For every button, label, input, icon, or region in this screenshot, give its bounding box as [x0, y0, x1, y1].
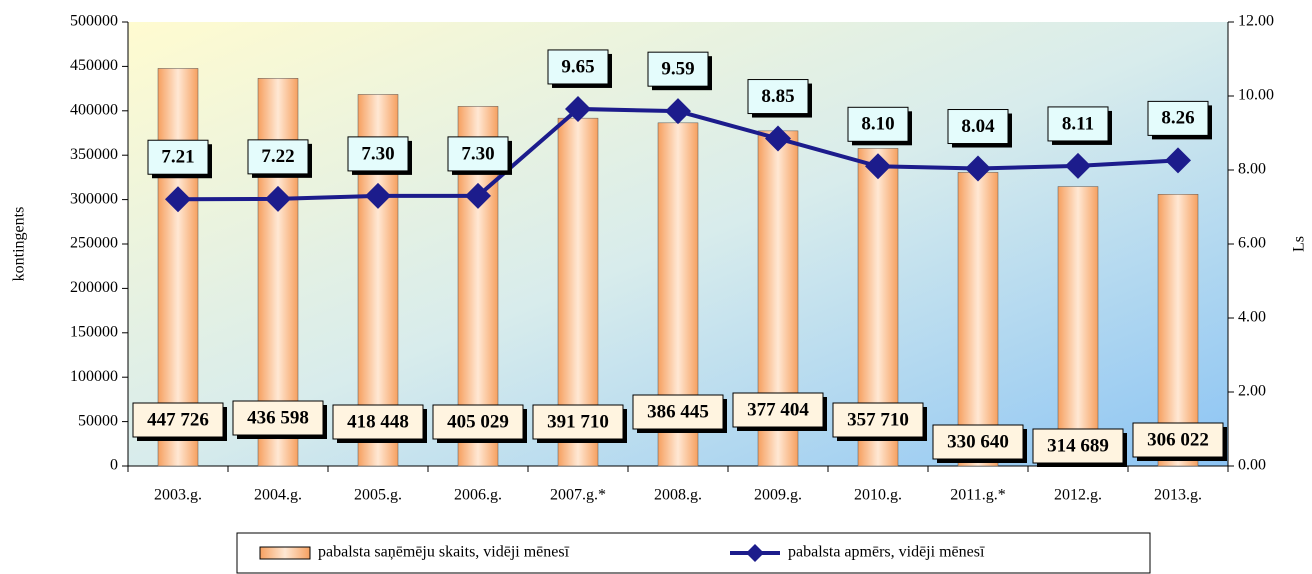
line-marker	[1165, 147, 1191, 174]
x-tick-label: 2007.g.*	[550, 487, 606, 504]
y-tick-label: 200000	[70, 279, 118, 296]
bar-value-label: 391 710	[547, 411, 609, 432]
line-value-label: 9.65	[561, 56, 594, 77]
bar-label-box	[332, 404, 424, 440]
line-marker	[765, 125, 791, 152]
y-tick-label: 150000	[70, 323, 118, 340]
bar-label-box	[632, 394, 724, 430]
x-tick-label: 2011.g.*	[950, 487, 1005, 504]
line-value-label: 8.85	[761, 86, 794, 107]
y2-tick-label: 10.00	[1238, 87, 1274, 104]
y-tick-label: 500000	[70, 13, 118, 30]
y2-tick-label: 6.00	[1238, 235, 1266, 252]
y-tick-label: 450000	[70, 57, 118, 74]
y-tick-label: 250000	[70, 235, 118, 252]
line-value-label: 8.26	[1161, 108, 1194, 129]
bar-label-box	[1032, 428, 1124, 464]
x-tick-label: 2009.g.	[754, 487, 802, 504]
y-tick-label: 100000	[70, 368, 118, 385]
line-label-box	[347, 136, 409, 172]
line-marker	[965, 155, 991, 182]
line-label-box	[1147, 100, 1209, 136]
y2-tick-label: 0.00	[1238, 457, 1266, 474]
y2-tick-label: 12.00	[1238, 13, 1274, 30]
line-value-label: 7.21	[161, 147, 194, 168]
line-value-label: 8.10	[861, 114, 894, 135]
legend-marker	[746, 544, 764, 562]
bar-label-box	[532, 404, 624, 440]
legend-label: pabalsta apmērs, vidēji mēnesī	[788, 544, 985, 561]
bar-label-box	[132, 402, 224, 438]
line-label-box	[147, 139, 209, 175]
legend	[236, 532, 1151, 574]
y-tick-label: 350000	[70, 146, 118, 163]
line-label-box	[847, 106, 909, 142]
bar	[957, 172, 999, 467]
line-marker	[865, 153, 891, 180]
bar-value-label: 405 029	[447, 411, 509, 432]
bar	[157, 68, 199, 467]
bar-label-box	[932, 424, 1024, 460]
x-tick-label: 2010.g.	[854, 487, 902, 504]
bar-label-box	[232, 400, 324, 436]
line-marker	[265, 185, 291, 212]
bar-value-label: 306 022	[1147, 429, 1209, 450]
line-value-label: 8.11	[1062, 113, 1094, 134]
bar	[1057, 186, 1099, 467]
bar-value-label: 377 404	[747, 399, 809, 420]
line-value-label: 9.59	[661, 59, 694, 80]
line-marker	[365, 182, 391, 209]
line-label-box	[447, 136, 509, 172]
line-value-label: 7.22	[261, 146, 294, 167]
x-tick-label: 2008.g.	[654, 487, 702, 504]
bar-value-label: 330 640	[947, 431, 1009, 452]
x-tick-label: 2012.g.	[1054, 487, 1102, 504]
x-tick-label: 2003.g.	[154, 487, 202, 504]
line-marker	[465, 182, 491, 209]
bar-value-label: 357 710	[847, 409, 909, 430]
y-axis-label: kontingents	[11, 207, 28, 282]
bar-label-box	[1132, 422, 1224, 458]
x-tick-label: 2006.g.	[454, 487, 502, 504]
line-marker	[1065, 152, 1091, 179]
line-marker	[565, 95, 591, 122]
line-label-box	[947, 109, 1009, 145]
bar-value-label: 436 598	[247, 407, 309, 428]
line-label-box	[1047, 106, 1109, 142]
y2-tick-label: 2.00	[1238, 383, 1266, 400]
line-label-box	[647, 51, 709, 87]
y2-axis-label: Ls	[1291, 236, 1308, 252]
x-tick-label: 2013.g.	[1154, 487, 1202, 504]
line-label-box	[247, 139, 309, 175]
line-value-label: 7.30	[361, 143, 394, 164]
line-marker	[165, 186, 191, 213]
bar	[1157, 194, 1199, 467]
legend-swatch	[259, 546, 311, 560]
y2-tick-label: 4.00	[1238, 309, 1266, 326]
line-value-label: 8.04	[961, 116, 995, 137]
y-tick-label: 300000	[70, 190, 118, 207]
y-tick-label: 0	[110, 457, 118, 474]
bar-label-box	[832, 402, 924, 438]
x-tick-label: 2004.g.	[254, 487, 302, 504]
y-tick-label: 400000	[70, 101, 118, 118]
legend-label: pabalsta saņēmēju skaits, vidēji mēnesī	[318, 544, 570, 561]
bar-value-label: 447 726	[147, 409, 209, 430]
y2-tick-label: 8.00	[1238, 161, 1266, 178]
line-value-label: 7.30	[461, 143, 494, 164]
x-tick-label: 2005.g.	[354, 487, 402, 504]
bar-label-box	[732, 392, 824, 428]
bar-value-label: 418 448	[347, 411, 409, 432]
bar-value-label: 314 689	[1047, 435, 1109, 456]
line-label-box	[747, 79, 809, 115]
bar-value-label: 386 445	[647, 401, 709, 422]
line-label-box	[547, 49, 609, 85]
y-tick-label: 50000	[78, 412, 118, 429]
bar-label-box	[432, 404, 524, 440]
line-marker	[665, 98, 691, 125]
